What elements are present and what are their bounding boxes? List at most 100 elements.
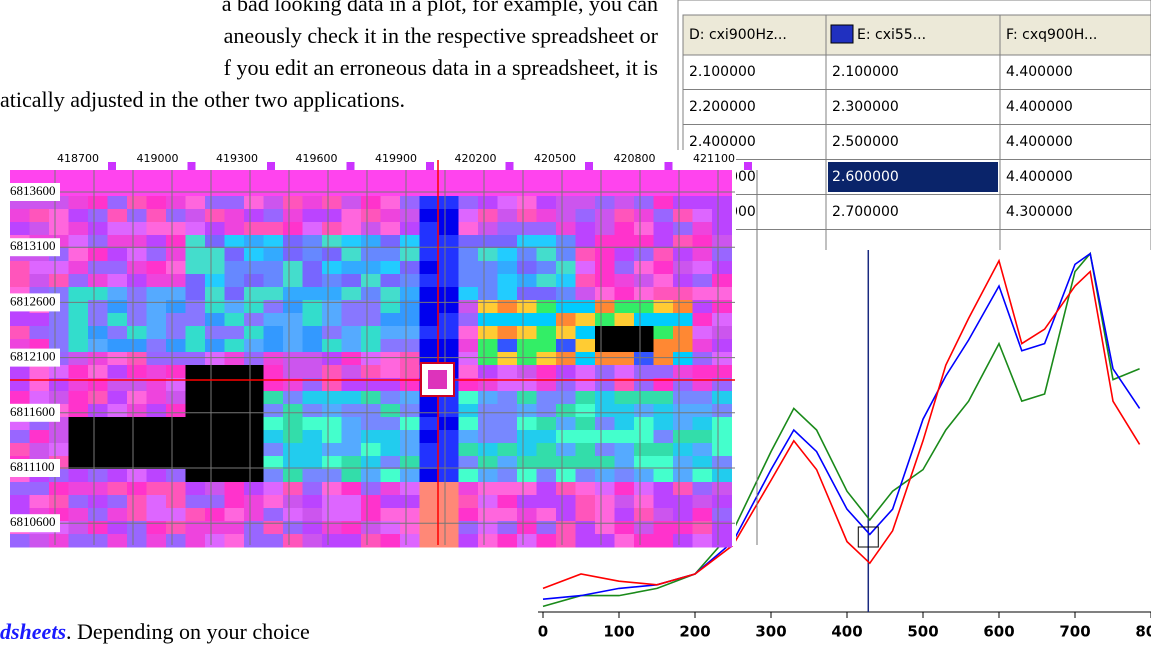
- heat-cell: [439, 183, 459, 197]
- heat-cell: [146, 170, 167, 184]
- heat-cell: [712, 365, 732, 379]
- cell[interactable]: 2.400000: [689, 134, 756, 150]
- heat-cell: [146, 365, 167, 379]
- heat-cell: [127, 469, 147, 483]
- heat-cell: [653, 495, 674, 509]
- heat-cell: [29, 378, 50, 392]
- cell[interactable]: 2.700000: [832, 204, 899, 220]
- heat-cell: [497, 235, 518, 249]
- heat-cell: [361, 248, 381, 262]
- cell[interactable]: 2.100000: [832, 64, 899, 80]
- cell[interactable]: 4.400000: [1006, 134, 1073, 150]
- heat-cell: [224, 235, 245, 249]
- heat-cell: [439, 313, 459, 327]
- heat-cell: [341, 378, 362, 392]
- heat-cell: [556, 456, 576, 470]
- cell[interactable]: 4.400000: [1006, 64, 1073, 80]
- heat-cell: [653, 183, 674, 197]
- heat-cell: [692, 222, 713, 236]
- heat-cell: [497, 365, 518, 379]
- cell[interactable]: 2.600000: [832, 169, 899, 185]
- heat-cell: [575, 391, 596, 405]
- heat-cell: [244, 482, 264, 496]
- heat-cell: [341, 313, 362, 327]
- heat-cell: [458, 378, 479, 392]
- x-tick-label: 0: [538, 623, 548, 641]
- heat-cell: [302, 261, 323, 275]
- heat-cell: [146, 222, 167, 236]
- heat-cell: [68, 495, 89, 509]
- heat-cell: [107, 313, 128, 327]
- heat-cell: [692, 391, 713, 405]
- heat-cell: [380, 261, 401, 275]
- heat-cell: [68, 222, 89, 236]
- link[interactable]: dsheets: [0, 619, 66, 644]
- x-tick-label: 200: [679, 623, 710, 641]
- column-header[interactable]: F: cxq900H...: [1006, 27, 1097, 43]
- heat-cell: [361, 287, 381, 301]
- heat-cell: [302, 456, 323, 470]
- heat-cell: [263, 261, 284, 275]
- heat-cell: [68, 456, 89, 470]
- heat-cell: [575, 248, 596, 262]
- heat-cell: [556, 365, 576, 379]
- heat-cell: [244, 495, 264, 509]
- heat-cell: [88, 469, 108, 483]
- heat-cell: [419, 261, 440, 275]
- heat-cell: [712, 183, 732, 197]
- heat-cell: [88, 430, 108, 444]
- heat-cell: [439, 456, 459, 470]
- heat-cell: [536, 378, 557, 392]
- heat-cell: [185, 248, 206, 262]
- heat-cell: [263, 183, 284, 197]
- heat-cell: [205, 209, 225, 223]
- heat-cell: [517, 456, 537, 470]
- x-label: 419900: [375, 152, 417, 165]
- tick-flag: [346, 162, 355, 170]
- heat-cell: [361, 456, 381, 470]
- heat-cell: [341, 534, 362, 548]
- heat-cell: [536, 183, 557, 197]
- heat-cell: [341, 482, 362, 496]
- heat-cell: [322, 456, 342, 470]
- heat-cell: [361, 508, 381, 522]
- heat-cell: [263, 339, 284, 353]
- heat-cell: [380, 378, 401, 392]
- heat-cell: [692, 365, 713, 379]
- tick-flag: [108, 162, 116, 170]
- y-label: 6810600: [10, 514, 56, 529]
- heat-cell: [361, 183, 381, 197]
- heat-cell: [595, 391, 615, 405]
- heat-cell: [361, 417, 381, 431]
- cell[interactable]: 2.200000: [689, 99, 756, 115]
- heat-cell: [68, 430, 89, 444]
- heat-cell: [556, 313, 576, 327]
- cell[interactable]: 4.400000: [1006, 169, 1073, 185]
- tick-flag: [505, 162, 514, 170]
- heat-cell: [536, 339, 557, 353]
- heat-cell: [634, 170, 654, 184]
- heat-cell: [478, 469, 498, 483]
- heat-cell: [517, 365, 537, 379]
- cell[interactable]: 2.300000: [832, 99, 899, 115]
- heat-cell: [692, 521, 713, 535]
- heat-cell: [458, 274, 479, 288]
- heat-cell: [127, 209, 147, 223]
- heat-cell: [653, 235, 674, 249]
- heat-cell: [419, 482, 440, 496]
- cell[interactable]: 4.400000: [1006, 99, 1073, 115]
- heat-cell: [127, 521, 147, 535]
- cell[interactable]: 4.300000: [1006, 204, 1073, 220]
- heat-cell: [29, 209, 50, 223]
- column-header[interactable]: D: cxi900Hz...: [689, 27, 787, 43]
- y-label: 6811100: [10, 459, 55, 474]
- heat-cell: [263, 534, 284, 548]
- cell[interactable]: 2.500000: [832, 134, 899, 150]
- heat-cell: [614, 222, 635, 236]
- cell[interactable]: 2.100000: [689, 64, 756, 80]
- heat-cell: [107, 274, 128, 288]
- heat-cell: [439, 534, 459, 548]
- heat-cell: [341, 352, 362, 366]
- heat-cell: [205, 235, 225, 249]
- column-header[interactable]: E: cxi55...: [857, 27, 926, 43]
